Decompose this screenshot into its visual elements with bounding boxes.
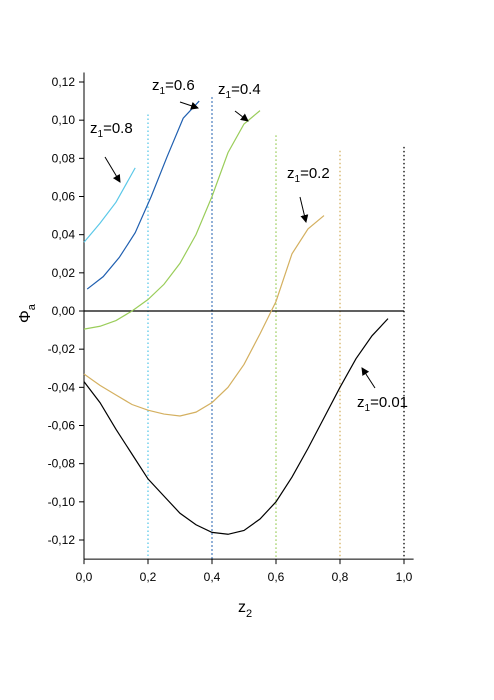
series-line [83,215,325,417]
annotation: z1=0.4 [218,81,261,101]
y-axis-label-base: Φ [17,310,34,323]
series-line [83,318,389,535]
x-tick-label: 0,2 [140,570,157,584]
y-tick-label: -0,08 [48,457,76,471]
annotation: z1=0.2 [287,165,330,185]
y-tick-label: 0,02 [52,266,76,280]
y-tick-label: -0,02 [48,342,76,356]
annotation-rest: =0.4 [231,81,261,98]
annotation-rest: =0.01 [370,394,408,411]
series-line [83,110,261,330]
annotation-sub: 1 [226,90,232,101]
annotation: z1=0.6 [152,77,195,97]
y-tick-label: -0,10 [48,495,76,509]
annotation-rest: =0.6 [165,77,195,94]
x-tick-label: 0,8 [332,570,349,584]
annotation-base: z [357,394,365,411]
annotation-arrow [104,156,121,183]
annotation-base: z [90,120,98,137]
x-tick-label: 1,0 [396,570,413,584]
y-tick-label: 0,08 [52,151,76,165]
annotation-arrow [179,101,199,110]
annotation-base: z [287,165,295,182]
y-tick-label: -0,04 [48,380,76,394]
annotation-sub: 1 [160,86,166,97]
annotation-arrow [234,110,249,122]
x-axis-label-sub: 2 [246,608,252,620]
y-axis-label: Φa [17,303,38,323]
y-axis-label-sub: a [26,303,38,310]
annotation-arrow [299,196,309,223]
x-tick-label: 0,0 [76,570,93,584]
x-axis-label-base: z [238,599,246,616]
annotation-base: z [218,81,226,98]
annotation: z1=0.8 [90,120,133,140]
x-tick-label: 0,6 [268,570,285,584]
y-tick-label: 0,12 [52,75,76,89]
series-line [83,167,136,243]
annotation-sub: 1 [365,403,371,414]
annotation-rest: =0.8 [103,120,133,137]
y-tick-label: 0,10 [52,113,76,127]
y-tick-label: 0,04 [52,228,76,242]
annotation-arrow [361,367,376,389]
x-tick-label: 0,4 [204,570,221,584]
series-line [86,100,200,290]
annotation-sub: 1 [295,174,301,185]
y-tick-label: -0,06 [48,418,76,432]
y-tick-label: -0,12 [48,533,76,547]
annotation-rest: =0.2 [300,165,330,182]
y-tick-label: 0,06 [52,190,76,204]
y-tick-label: 0,00 [52,304,76,318]
annotation-base: z [152,77,160,94]
annotation-sub: 1 [98,129,104,140]
annotation: z1=0.01 [357,394,408,414]
x-axis-label: z2 [238,599,252,620]
